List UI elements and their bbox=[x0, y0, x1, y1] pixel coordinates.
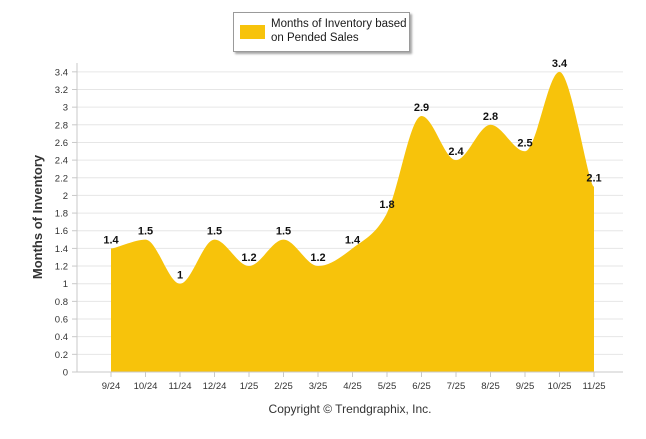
y-tick-label: 1.2 bbox=[55, 262, 68, 273]
y-tick-label: 0.4 bbox=[55, 332, 68, 343]
x-tick-label: 4/25 bbox=[343, 381, 362, 392]
y-tick-label: 2.4 bbox=[55, 156, 68, 167]
y-tick-label: 1.4 bbox=[55, 244, 68, 255]
x-tick-label: 11/24 bbox=[168, 381, 191, 392]
y-tick-label: 2.2 bbox=[55, 173, 68, 184]
data-label: 2.1 bbox=[586, 173, 601, 185]
y-tick-label: 0.6 bbox=[55, 315, 68, 326]
data-label: 2.9 bbox=[414, 102, 429, 114]
data-label: 1.8 bbox=[379, 199, 394, 211]
data-label: 2.5 bbox=[517, 137, 532, 149]
x-tick-label: 9/25 bbox=[516, 381, 535, 392]
y-tick-label: 3.4 bbox=[55, 67, 68, 78]
x-tick-label: 6/25 bbox=[412, 381, 431, 392]
legend-label: Months of Inventory based on Pended Sale… bbox=[271, 18, 407, 44]
data-label: 1.5 bbox=[207, 226, 222, 238]
legend-swatch bbox=[240, 25, 265, 39]
x-tick-label: 3/25 bbox=[309, 381, 328, 392]
x-tick-label: 8/25 bbox=[481, 381, 500, 392]
x-tick-label: 1/25 bbox=[240, 381, 259, 392]
x-tick-label: 10/24 bbox=[134, 381, 158, 392]
copyright-text: Copyright © Trendgraphix, Inc. bbox=[268, 402, 432, 416]
y-tick-label: 2.6 bbox=[55, 138, 68, 149]
data-label: 1.5 bbox=[138, 226, 153, 238]
x-tick-label: 2/25 bbox=[274, 381, 293, 392]
y-tick-label: 0.2 bbox=[55, 350, 68, 361]
data-label: 2.8 bbox=[483, 111, 498, 123]
x-tick-label: 5/25 bbox=[378, 381, 397, 392]
data-label: 1.4 bbox=[345, 234, 361, 246]
axes: 0 0.2 0.4 0.6 0.8 1 1.2 1.4 1.6 1.8 2 2.2 2.4 2.6 2.8 3… bbox=[55, 63, 623, 392]
data-label: 1.4 bbox=[103, 234, 119, 246]
y-tick-label: 1.8 bbox=[55, 209, 68, 220]
data-label: 2.4 bbox=[448, 146, 464, 158]
x-tick-label: 11/25 bbox=[582, 381, 605, 392]
x-tick-label: 12/24 bbox=[203, 381, 227, 392]
y-tick-label: 2 bbox=[63, 191, 68, 202]
y-tick-label: 3.2 bbox=[55, 85, 68, 96]
legend: Months of Inventory based on Pended Sale… bbox=[233, 12, 410, 52]
x-tick-label: 9/24 bbox=[102, 381, 121, 392]
y-tick-label: 0 bbox=[63, 368, 68, 379]
data-label: 1.5 bbox=[276, 226, 291, 238]
data-label: 1.2 bbox=[241, 252, 256, 264]
data-labels: 1.4 1.5 1 1.5 1.2 1.5 1.2 1.4 1.8 2.9 2.4 2.8 2.5 3.4… bbox=[103, 58, 601, 282]
y-tick-label: 1.6 bbox=[55, 226, 68, 237]
y-tick-label: 0.8 bbox=[55, 297, 68, 308]
y-tick-label: 2.8 bbox=[55, 120, 68, 131]
y-axis-label: Months of Inventory bbox=[30, 154, 45, 280]
y-tick-label: 1 bbox=[63, 279, 68, 290]
data-label: 1.2 bbox=[310, 252, 325, 264]
x-tick-label: 7/25 bbox=[447, 381, 466, 392]
data-label: 1 bbox=[177, 270, 183, 282]
area-series bbox=[111, 71, 594, 372]
series-area bbox=[111, 71, 594, 372]
x-tick-label: 10/25 bbox=[548, 381, 572, 392]
data-label: 3.4 bbox=[552, 58, 568, 70]
y-tick-label: 3 bbox=[63, 103, 68, 114]
